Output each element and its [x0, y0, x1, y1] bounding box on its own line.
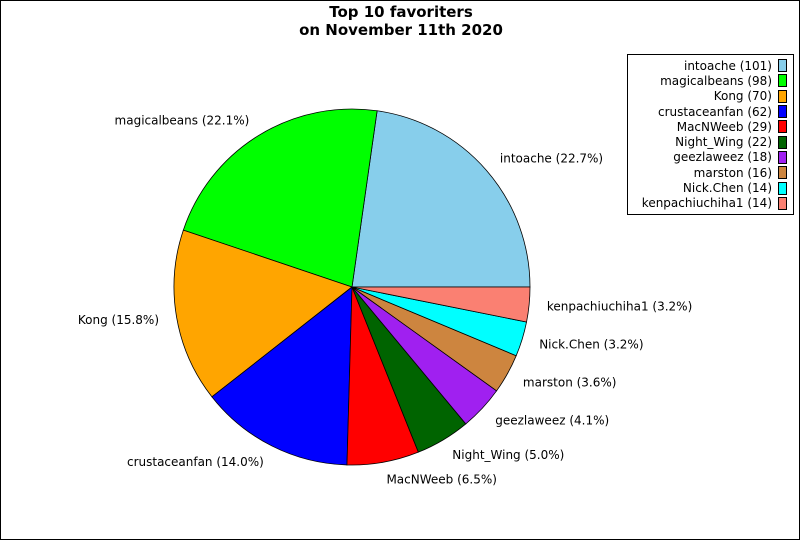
legend: intoache (101) magicalbeans (98) Kong (70)… — [627, 54, 794, 215]
legend-label: marston (16) — [693, 165, 772, 180]
legend-swatch — [778, 181, 787, 195]
legend-label: geezlaweez (18) — [673, 150, 772, 165]
legend-swatch — [778, 59, 787, 73]
legend-label: Nick.Chen (14) — [682, 181, 772, 196]
pie-slice-intoache — [351, 110, 531, 288]
legend-swatch — [778, 166, 787, 180]
legend-entry: magicalbeans (98) — [628, 73, 793, 88]
chart-title-line-1: Top 10 favoriters — [329, 3, 473, 21]
legend-entry: intoache (101) — [628, 58, 793, 73]
pie-slice-crustaceanfan — [211, 286, 353, 466]
slice-label-geezlaweez: geezlaweez (4.1%) — [495, 413, 609, 427]
pie-slice-kenpachiuchiha1 — [351, 286, 531, 323]
slice-label-MacNWeeb: MacNWeeb (6.5%) — [386, 473, 497, 487]
legend-label: intoache (101) — [683, 58, 772, 73]
legend-label: crustaceanfan (62) — [657, 104, 772, 119]
legend-entry: Night_Wing (22) — [628, 134, 793, 149]
legend-entry: geezlaweez (18) — [628, 150, 793, 165]
legend-label: Kong (70) — [713, 89, 772, 104]
legend-swatch — [778, 196, 787, 210]
legend-swatch — [778, 120, 787, 134]
legend-entry: MacNWeeb (29) — [628, 119, 793, 134]
legend-label: MacNWeeb (29) — [676, 119, 772, 134]
legend-label: kenpachiuchiha1 (14) — [641, 196, 772, 211]
slice-label-marston: marston (3.6%) — [523, 375, 617, 389]
slice-label-intoache: intoache (22.7%) — [500, 152, 603, 166]
slice-label-Night_Wing: Night_Wing (5.0%) — [452, 448, 564, 462]
legend-swatch — [778, 89, 787, 103]
slice-label-crustaceanfan: crustaceanfan (14.0%) — [127, 455, 264, 469]
legend-swatch — [778, 74, 787, 88]
legend-entry: marston (16) — [628, 165, 793, 180]
legend-entry: kenpachiuchiha1 (14) — [628, 196, 793, 211]
pie-slice-Kong — [173, 229, 353, 398]
legend-label: Night_Wing (22) — [675, 135, 772, 150]
legend-entry: Nick.Chen (14) — [628, 180, 793, 195]
slice-label-magicalbeans: magicalbeans (22.1%) — [115, 113, 250, 127]
legend-entry: Kong (70) — [628, 89, 793, 104]
chart-title: Top 10 favoriters on November 11th 2020 — [1, 3, 799, 39]
slice-label-Kong: Kong (15.8%) — [78, 313, 159, 327]
legend-swatch — [778, 135, 787, 149]
pie-slice-magicalbeans — [182, 108, 378, 288]
slice-label-kenpachiuchiha1: kenpachiuchiha1 (3.2%) — [547, 299, 692, 313]
legend-label: magicalbeans (98) — [660, 73, 772, 88]
slice-label-Nick.Chen: Nick.Chen (3.2%) — [539, 337, 643, 351]
chart-title-line-2: on November 11th 2020 — [299, 21, 503, 39]
legend-swatch — [778, 150, 787, 164]
legend-swatch — [778, 105, 787, 119]
legend-entry: crustaceanfan (62) — [628, 104, 793, 119]
